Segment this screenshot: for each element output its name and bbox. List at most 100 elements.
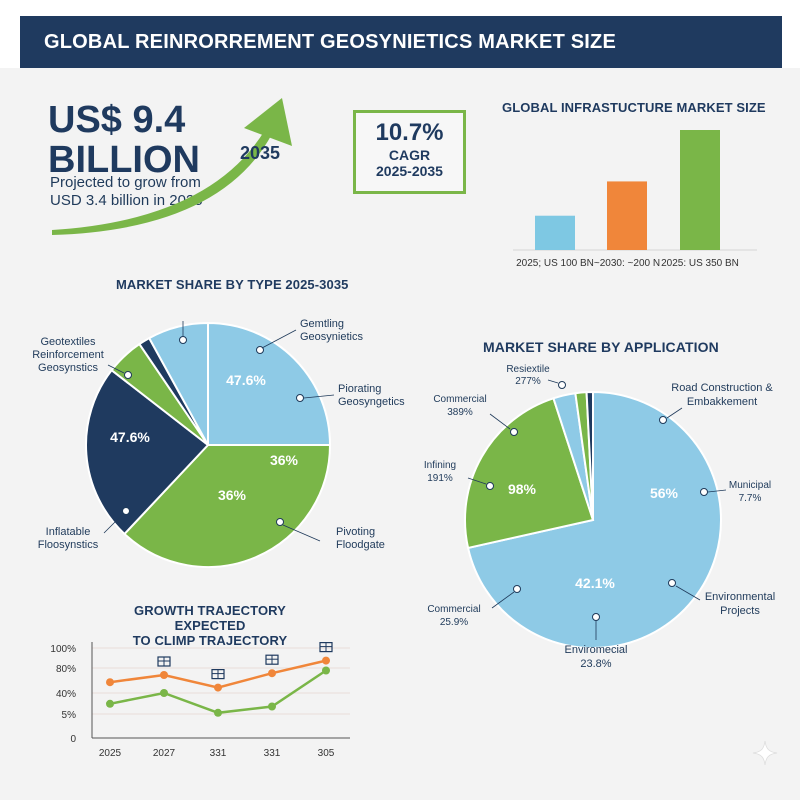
infra-bar <box>535 215 575 250</box>
pie-slice <box>85 368 210 536</box>
pie-slice <box>464 397 595 550</box>
pie-label: Environmental Projects <box>705 591 775 617</box>
application-pie-chart: 56% 42.1% 98% Resiextile 277% Road Constructi… <box>424 364 775 670</box>
cagr-period: 2025-2035 <box>376 163 443 179</box>
pie-label-leader <box>467 477 487 485</box>
series-point <box>268 702 276 711</box>
pie-label-marker <box>592 613 600 621</box>
series-point <box>268 669 276 678</box>
pie-label-marker <box>124 371 132 379</box>
headline-value-line2: BILLION <box>48 139 200 181</box>
sparkle-icon <box>752 740 778 766</box>
pie-label-leader <box>491 591 515 609</box>
cagr-label: CAGR <box>388 147 431 163</box>
infra-bar-label: ~2030: ~200 N <box>594 258 660 269</box>
projection-line1: Projected to grow from <box>50 174 201 191</box>
pie-label-marker <box>486 482 494 490</box>
cagr-value: 10.7% <box>375 119 444 146</box>
pie-label-marker <box>510 428 518 436</box>
pie-label: Inflatable Floosynstics <box>38 526 99 551</box>
pie-label: Gemtling Geosynietics <box>300 318 363 343</box>
y-tick-label: 5% <box>62 710 77 721</box>
infra-bar <box>680 130 720 250</box>
infra-chart-title: GLOBAL INFRASTUCTURE MARKET SIZE <box>502 100 766 115</box>
pie-label-marker <box>700 488 708 496</box>
pie-label-leader <box>303 394 335 399</box>
pie-label-leader <box>261 329 297 349</box>
pie-label: Commercial 25.9% <box>427 604 480 628</box>
pie-label-marker <box>179 336 187 344</box>
series-point <box>214 683 222 692</box>
pie-label: Geotextiles Reinforcement Geosynstics <box>32 336 104 374</box>
x-tick-label: 2027 <box>153 748 176 759</box>
pie-slice <box>466 390 722 649</box>
infra-bar-chart: 2025; US 100 BN ~2030: ~200 N 2025: US 350… <box>513 130 757 269</box>
headline-year: 2035 <box>240 143 281 163</box>
pie-slice <box>123 444 332 568</box>
x-tick-label: 2025 <box>99 748 122 759</box>
y-tick-label: 0 <box>70 734 76 745</box>
pie-label: Pivoting Floodgate <box>336 526 385 551</box>
pie-label-marker <box>659 416 667 424</box>
pie-label: Piorating Geosyngetics <box>338 383 405 408</box>
pie-slice <box>585 390 594 521</box>
pie-label-leader <box>666 407 683 419</box>
infra-bar-label: 2025; US 100 BN <box>516 258 594 269</box>
series-point <box>322 656 330 665</box>
pie-label-marker <box>513 585 521 593</box>
pie-label: Infining 191% <box>424 460 456 484</box>
x-tick-label: 331 <box>210 748 227 759</box>
pie-label: Commercial 389% <box>433 394 486 418</box>
series-point <box>160 671 168 679</box>
growth-line-chart: 100% 80% 40% 5% 0 2025 2027 331 331 305 <box>50 641 350 759</box>
point-marker-icon <box>211 669 225 680</box>
y-tick-label: 100% <box>50 644 76 655</box>
pie-label-leader <box>547 379 559 384</box>
pie-label-marker <box>122 507 130 515</box>
pie-label-marker <box>256 346 264 354</box>
pie-slice-value: 98% <box>508 481 537 497</box>
pie-label-marker <box>558 381 566 389</box>
pie-label: Road Construction & Embakkement <box>671 382 773 408</box>
pie-label-leader <box>107 364 125 374</box>
growth-arrow-icon <box>52 98 292 235</box>
y-tick-label: 80% <box>56 664 76 675</box>
point-marker-icon <box>157 656 171 667</box>
pie-slice <box>147 321 209 446</box>
pie-slice-value: 47.6% <box>110 429 150 445</box>
infra-bar <box>607 181 647 250</box>
pie-label-leader <box>489 413 511 430</box>
projection-line2: USD 3.4 billion in 2025 <box>50 192 203 209</box>
application-pie-title: MARKET SHARE BY APPLICATION <box>483 339 719 355</box>
series-point <box>322 666 330 675</box>
pie-label: Resiextile 277% <box>506 364 550 387</box>
headline-value: US$ 9.4 BILLION <box>48 100 228 180</box>
pie-label: Enviromecial 23.8% <box>565 644 628 670</box>
series-point <box>214 708 222 717</box>
pie-label-leader <box>675 585 701 601</box>
pie-label-leader <box>282 524 321 542</box>
x-tick-label: 305 <box>318 748 335 759</box>
cagr-box: 10.7% CAGR 2025-2035 <box>353 110 466 194</box>
pie-slice <box>207 321 332 446</box>
pie-label-leader <box>707 489 727 493</box>
type-pie-title: MARKET SHARE BY TYPE 2025-3035 <box>116 277 349 292</box>
projection-text: Projected to grow from USD 3.4 billion i… <box>50 174 250 210</box>
infra-bar-label: 2025: US 350 BN <box>661 258 739 269</box>
y-tick-label: 40% <box>56 689 76 700</box>
pie-label-marker <box>276 518 284 526</box>
series-point <box>106 678 114 687</box>
pie-slice-value: 36% <box>270 452 299 468</box>
series-point <box>160 689 168 697</box>
series-point <box>106 699 114 708</box>
pie-label-leader <box>103 514 123 534</box>
x-tick-label: 331 <box>264 748 281 759</box>
point-marker-icon <box>319 641 333 653</box>
pie-slice-value: 36% <box>218 487 247 503</box>
page-title: GLOBAL REINRORREMENT GEOSYNIETICS MARKET… <box>20 16 782 68</box>
pie-slice-value: 42.1% <box>575 575 615 591</box>
pie-slice-value: 47.6% <box>226 372 266 388</box>
pie-label-marker <box>296 394 304 402</box>
pie-label-marker <box>668 579 676 587</box>
growth-chart-title-text: GROWTH TRAJECTORY EXPECTED TO CLIMP TRAJ… <box>132 603 288 648</box>
